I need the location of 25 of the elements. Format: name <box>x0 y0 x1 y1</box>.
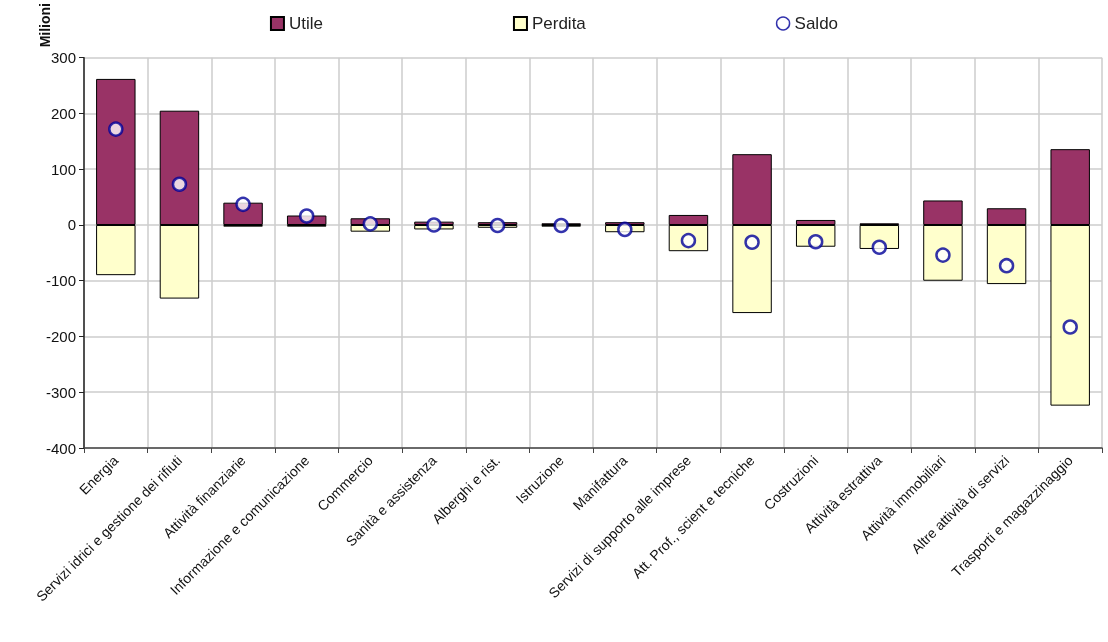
point <box>235 196 251 213</box>
point <box>1062 319 1078 335</box>
legend-label: Perdita <box>531 14 587 33</box>
y-tick-label: 0 <box>67 216 76 234</box>
y-tick-label: 300 <box>50 49 76 67</box>
legend-label: Utile <box>288 14 323 33</box>
point <box>298 208 315 224</box>
point <box>617 221 633 238</box>
y-tick-label: -300 <box>45 383 76 401</box>
point <box>998 257 1015 274</box>
point <box>553 217 569 234</box>
y-tick-label: -200 <box>45 327 76 345</box>
point <box>426 217 442 233</box>
legend-label: Saldo <box>794 14 839 33</box>
point <box>744 234 760 251</box>
y-tick-label: 200 <box>50 104 76 122</box>
y-axis-title: Milioni <box>37 3 53 48</box>
point <box>489 217 506 234</box>
y-tick-label: -100 <box>45 272 76 290</box>
point <box>171 176 188 193</box>
point <box>871 239 888 256</box>
y-tick-label: 100 <box>50 160 76 178</box>
y-tick-label: -400 <box>45 439 76 457</box>
point <box>108 121 124 137</box>
point <box>362 216 379 232</box>
